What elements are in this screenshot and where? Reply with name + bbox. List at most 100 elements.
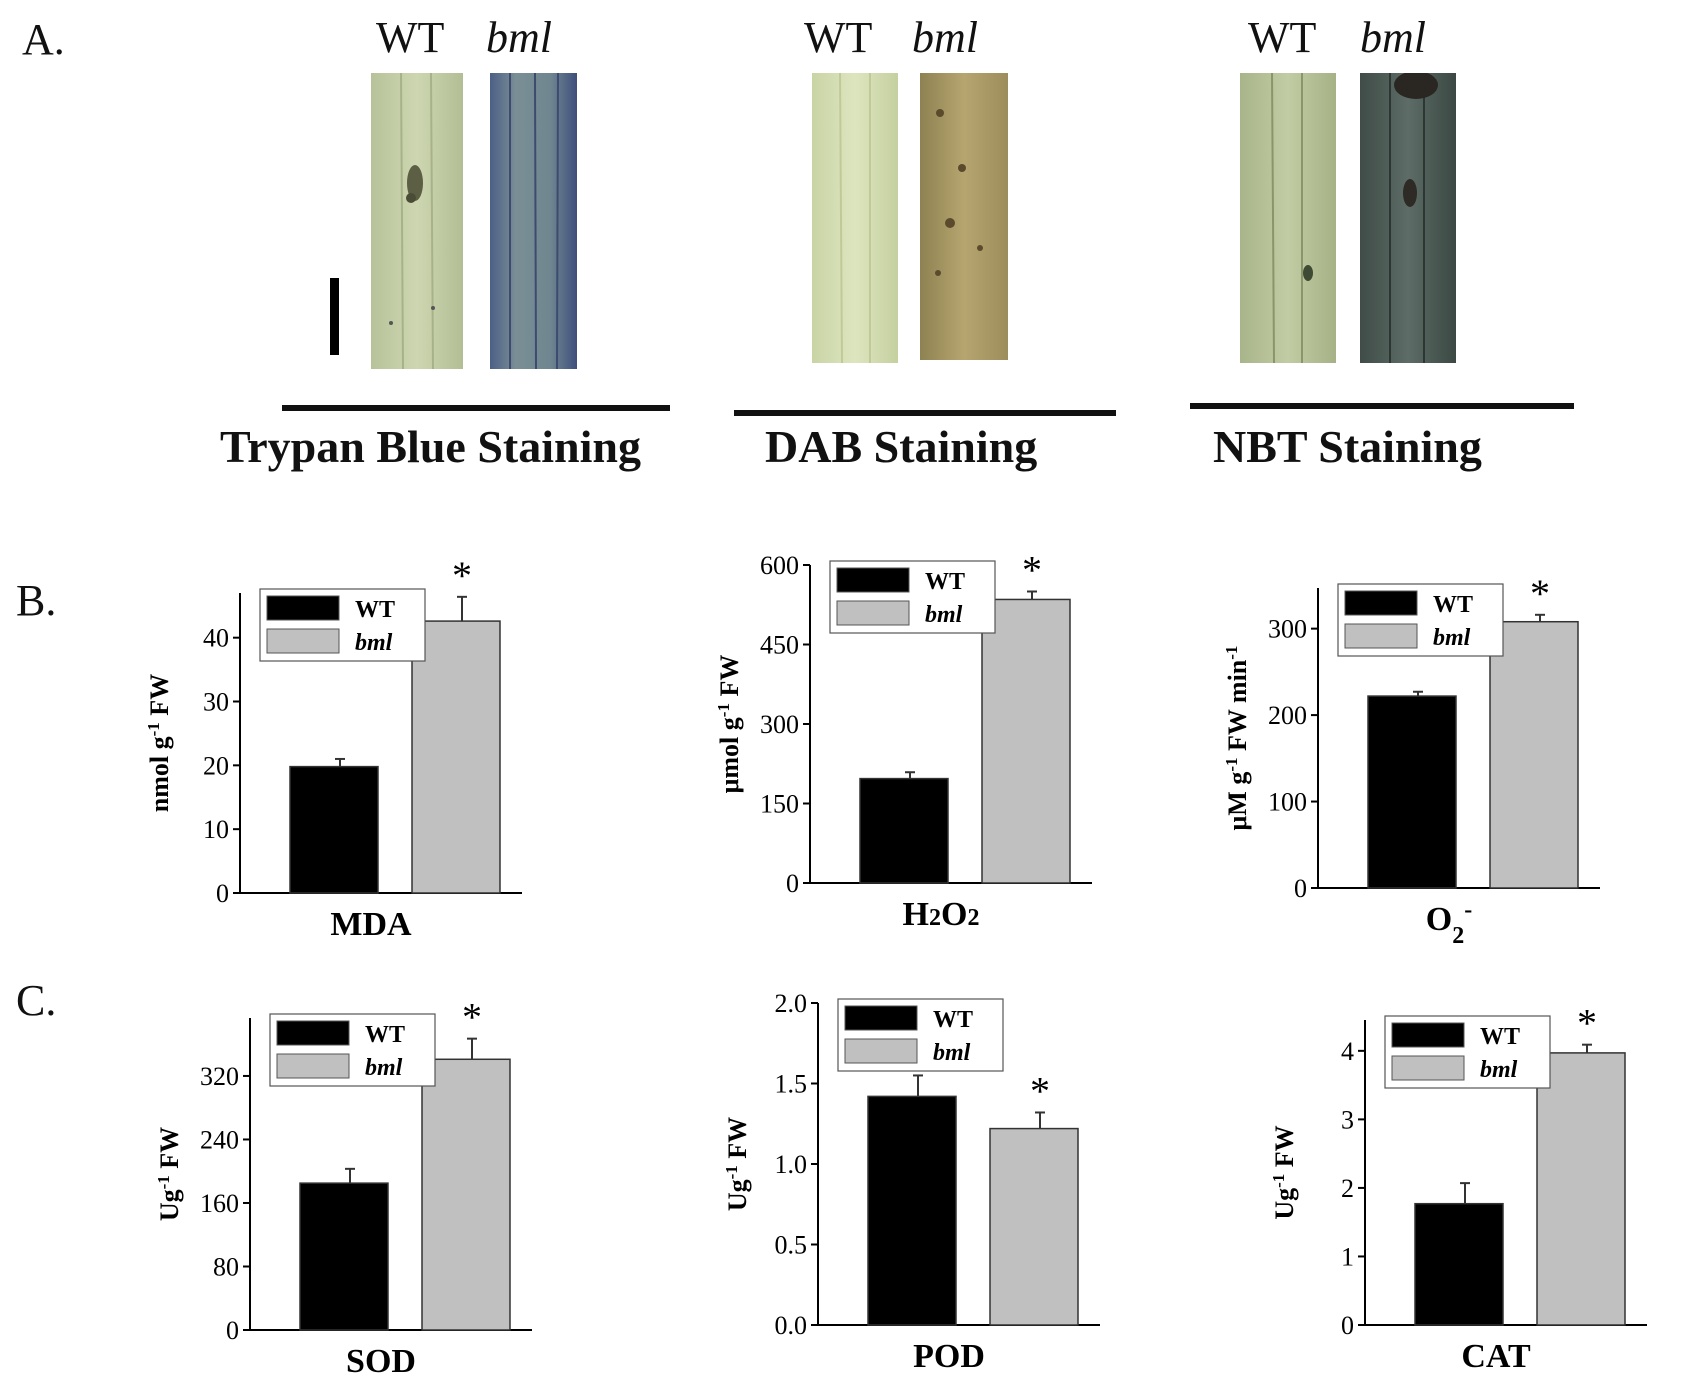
y-tick-label: 0 — [786, 869, 799, 898]
y-tick-label: 4 — [1341, 1037, 1354, 1066]
y-axis-label: μM g-1 FW min-1 — [1222, 646, 1253, 831]
dab-wt-header: WT — [804, 13, 873, 62]
bar-bml — [411, 620, 501, 894]
y-tick-label: 240 — [200, 1125, 239, 1154]
legend-swatch-WT — [266, 595, 340, 621]
significance-marker: * — [462, 995, 482, 1040]
bar-bml — [981, 598, 1071, 884]
nbt-wt-header: WT — [1248, 13, 1317, 62]
legend-label-bml: bml — [1433, 625, 1471, 651]
y-tick-label: 1.0 — [775, 1150, 808, 1179]
significance-marker: * — [1022, 548, 1042, 593]
bar-bml — [1536, 1052, 1626, 1326]
y-tick-label: 300 — [1268, 615, 1307, 644]
y-tick-label: 0.5 — [775, 1231, 808, 1260]
legend-label-WT: WT — [1480, 1024, 1520, 1050]
dab-underline — [734, 410, 1116, 416]
chart-pod: 0.0 0.5 1.0 1.5 2.0 * WT bml Ug-1 FW POD — [722, 989, 1100, 1375]
chart-cat: 0 1 2 3 4 * WT bml Ug-1 FW CAT — [1269, 1001, 1647, 1375]
bar-bml — [421, 1058, 511, 1331]
y-tick-label: 150 — [760, 790, 799, 819]
legend-label-bml: bml — [925, 602, 963, 628]
significance-marker: * — [1577, 1001, 1597, 1046]
y-tick-label: 600 — [760, 551, 799, 580]
dab-wt-leaf-image — [812, 73, 898, 363]
bar-WT — [289, 765, 379, 894]
chart-h2o2: 0 150 300 450 600 * WT bml μmol g-1 FW H2O2 — [714, 548, 1092, 933]
y-tick-label: 20 — [203, 751, 229, 780]
legend-label-bml: bml — [365, 1055, 403, 1081]
legend-swatch-WT — [276, 1020, 350, 1046]
trypan-bml-header: bml — [486, 13, 552, 62]
bar-WT — [867, 1095, 957, 1326]
trypan-staining-label: Trypan Blue Staining — [220, 421, 641, 472]
nbt-wt-leaf-image — [1240, 73, 1336, 363]
dab-bml-leaf-image — [920, 73, 1008, 360]
legend-swatch-WT — [1344, 590, 1418, 616]
x-category-label: SOD — [346, 1343, 416, 1376]
legend-label-WT: WT — [933, 1007, 973, 1033]
y-tick-label: 0 — [1294, 874, 1307, 903]
y-tick-label: 2.0 — [775, 989, 808, 1018]
y-axis-label: Ug-1 FW — [154, 1127, 185, 1221]
trypan-underline — [282, 405, 670, 411]
legend-label-WT: WT — [1433, 592, 1473, 618]
y-tick-label: 2 — [1341, 1174, 1354, 1203]
trypan-wt-leaf-image — [371, 73, 463, 369]
bar-WT — [1367, 695, 1457, 889]
nbt-staining-label: NBT Staining — [1213, 421, 1482, 472]
chart-sod: 0 80 160 240 320 * WT bml Ug-1 FW SOD — [154, 995, 532, 1376]
legend-swatch-bml — [266, 628, 340, 654]
nbt-bml-header: bml — [1360, 13, 1426, 62]
y-tick-label: 100 — [1268, 788, 1307, 817]
legend-label-WT: WT — [925, 569, 965, 595]
y-tick-label: 80 — [213, 1252, 239, 1281]
y-tick-label: 160 — [200, 1189, 239, 1218]
significance-marker: * — [452, 553, 472, 598]
x-category-label: CAT — [1461, 1338, 1531, 1375]
legend-swatch-bml — [276, 1053, 350, 1079]
significance-marker: * — [1030, 1068, 1050, 1113]
panel-label-c: C. — [16, 976, 57, 1025]
chart-mda: 0 10 20 30 40 * WT bml nmol g-1 FW MDA — [144, 553, 522, 943]
trypan-bml-leaf-image — [490, 73, 577, 369]
trypan-wt-header: WT — [376, 13, 445, 62]
legend-label-bml: bml — [1480, 1057, 1518, 1083]
chart-o2: 0 100 200 300 * WT bml μM g-1 FW min-1 O2- — [1222, 571, 1600, 949]
y-tick-label: 30 — [203, 688, 229, 717]
y-tick-label: 1.5 — [775, 1070, 808, 1099]
bar-WT — [299, 1182, 389, 1331]
y-tick-label: 200 — [1268, 701, 1307, 730]
y-tick-label: 0 — [216, 879, 229, 908]
y-tick-label: 40 — [203, 624, 229, 653]
y-tick-label: 0.0 — [775, 1311, 808, 1340]
legend-swatch-bml — [1391, 1055, 1465, 1081]
bar-WT — [859, 777, 949, 884]
y-tick-label: 320 — [200, 1062, 239, 1091]
y-axis-label: Ug-1 FW — [1269, 1125, 1300, 1219]
bar-bml — [1489, 620, 1579, 889]
nbt-bml-leaf-image — [1360, 73, 1456, 363]
legend-label-WT: WT — [355, 597, 395, 623]
y-axis-label: nmol g-1 FW — [144, 674, 175, 812]
legend-label-bml: bml — [355, 630, 393, 656]
significance-marker: * — [1530, 571, 1550, 616]
legend-swatch-bml — [1344, 623, 1418, 649]
bar-WT — [1414, 1202, 1504, 1326]
y-tick-label: 3 — [1341, 1105, 1354, 1134]
y-tick-label: 0 — [1341, 1311, 1354, 1340]
y-axis-label: μmol g-1 FW — [714, 655, 745, 794]
legend-label-WT: WT — [365, 1022, 405, 1048]
y-tick-label: 300 — [760, 710, 799, 739]
legend-label-bml: bml — [933, 1040, 971, 1066]
dab-bml-header: bml — [912, 13, 978, 62]
y-tick-label: 0 — [226, 1316, 239, 1345]
legend-swatch-bml — [836, 600, 910, 626]
y-tick-label: 1 — [1341, 1242, 1354, 1271]
y-axis-label: Ug-1 FW — [722, 1117, 753, 1211]
bar-bml — [989, 1127, 1079, 1326]
y-tick-label: 450 — [760, 631, 799, 660]
legend-swatch-bml — [844, 1038, 918, 1064]
legend-swatch-WT — [1391, 1022, 1465, 1048]
x-category-label: MDA — [330, 906, 412, 943]
